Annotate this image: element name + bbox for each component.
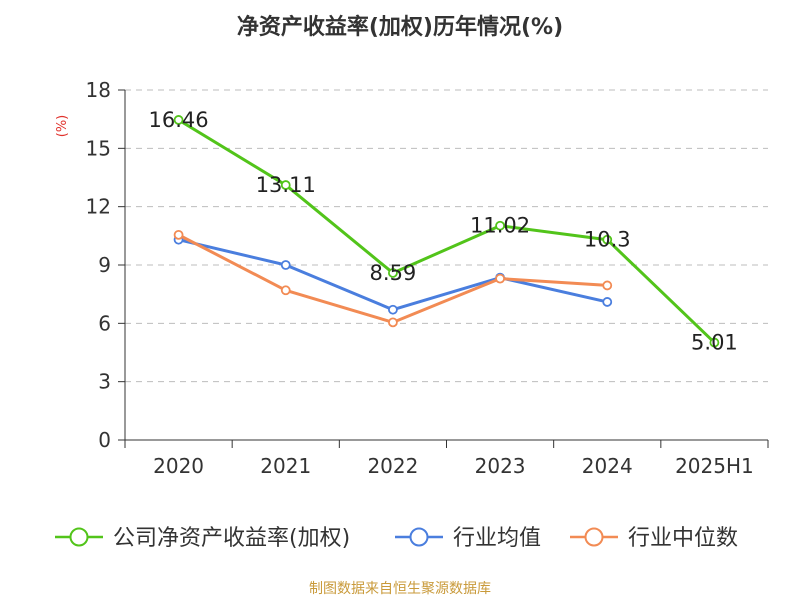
- x-tick-label: 2024: [582, 454, 633, 478]
- data-point: [388, 317, 398, 328]
- data-point: [388, 304, 398, 315]
- grid-lines: [125, 89, 768, 383]
- x-tick-label: 2023: [475, 454, 526, 478]
- data-point: [173, 229, 184, 240]
- data-point: [602, 280, 613, 291]
- data-point: [602, 297, 613, 307]
- data-point: [280, 180, 291, 190]
- legend-item: 行业均值: [395, 526, 541, 551]
- axes: 0 3 6 9 12 15 18 2020 2021 2022 2023 2024 2025H1: [86, 78, 769, 478]
- y-tick-label: 18: [86, 78, 111, 102]
- source-note: 制图数据来自恒生聚源数据库: [309, 581, 491, 597]
- y-tick-label: 0: [98, 428, 111, 452]
- data-label: 13.11: [256, 173, 316, 197]
- x-tick-label: 2020: [153, 454, 204, 478]
- y-tick-label: 9: [98, 253, 111, 277]
- legend-marker-icon: [584, 527, 604, 547]
- y-tick-label: 3: [98, 370, 111, 394]
- legend: 公司净资产收益率(加权) 行业均值 行业中位数: [55, 526, 738, 551]
- data-point: [280, 260, 291, 270]
- data-point: [280, 285, 291, 296]
- x-tick-label: 2021: [260, 454, 311, 478]
- y-tick-label: 12: [86, 195, 111, 219]
- series-group: 16.46 13.11 8.59 11.02 10.3 5.01: [149, 108, 738, 355]
- data-point: [495, 273, 505, 284]
- y-axis-label: (%): [55, 115, 70, 138]
- legend-item: 行业中位数: [570, 526, 738, 551]
- data-label: 11.02: [470, 214, 530, 238]
- data-point: [709, 337, 720, 348]
- series-line: [177, 118, 716, 344]
- y-tick-label: 15: [86, 136, 111, 160]
- chart-title: 净资产收益率(加权)历年情况(%): [237, 14, 563, 40]
- legend-label: 公司净资产收益率(加权): [113, 526, 350, 551]
- data-label: 10.3: [584, 228, 631, 252]
- x-tick-label: 2022: [367, 454, 418, 478]
- data-label: 16.46: [149, 108, 209, 132]
- x-tick-label: 2025H1: [675, 454, 754, 478]
- legend-marker-icon: [409, 527, 429, 547]
- legend-label: 行业中位数: [628, 526, 738, 551]
- data-label: 5.01: [691, 331, 738, 355]
- data-point: [602, 234, 613, 245]
- data-point: [173, 115, 184, 125]
- data-label: 8.59: [370, 261, 417, 285]
- y-tick-label: 6: [98, 311, 111, 335]
- legend-item: 公司净资产收益率(加权): [55, 526, 350, 551]
- legend-marker-icon: [69, 527, 89, 547]
- legend-label: 行业均值: [453, 526, 541, 551]
- data-point: [388, 268, 398, 278]
- data-point: [495, 220, 505, 231]
